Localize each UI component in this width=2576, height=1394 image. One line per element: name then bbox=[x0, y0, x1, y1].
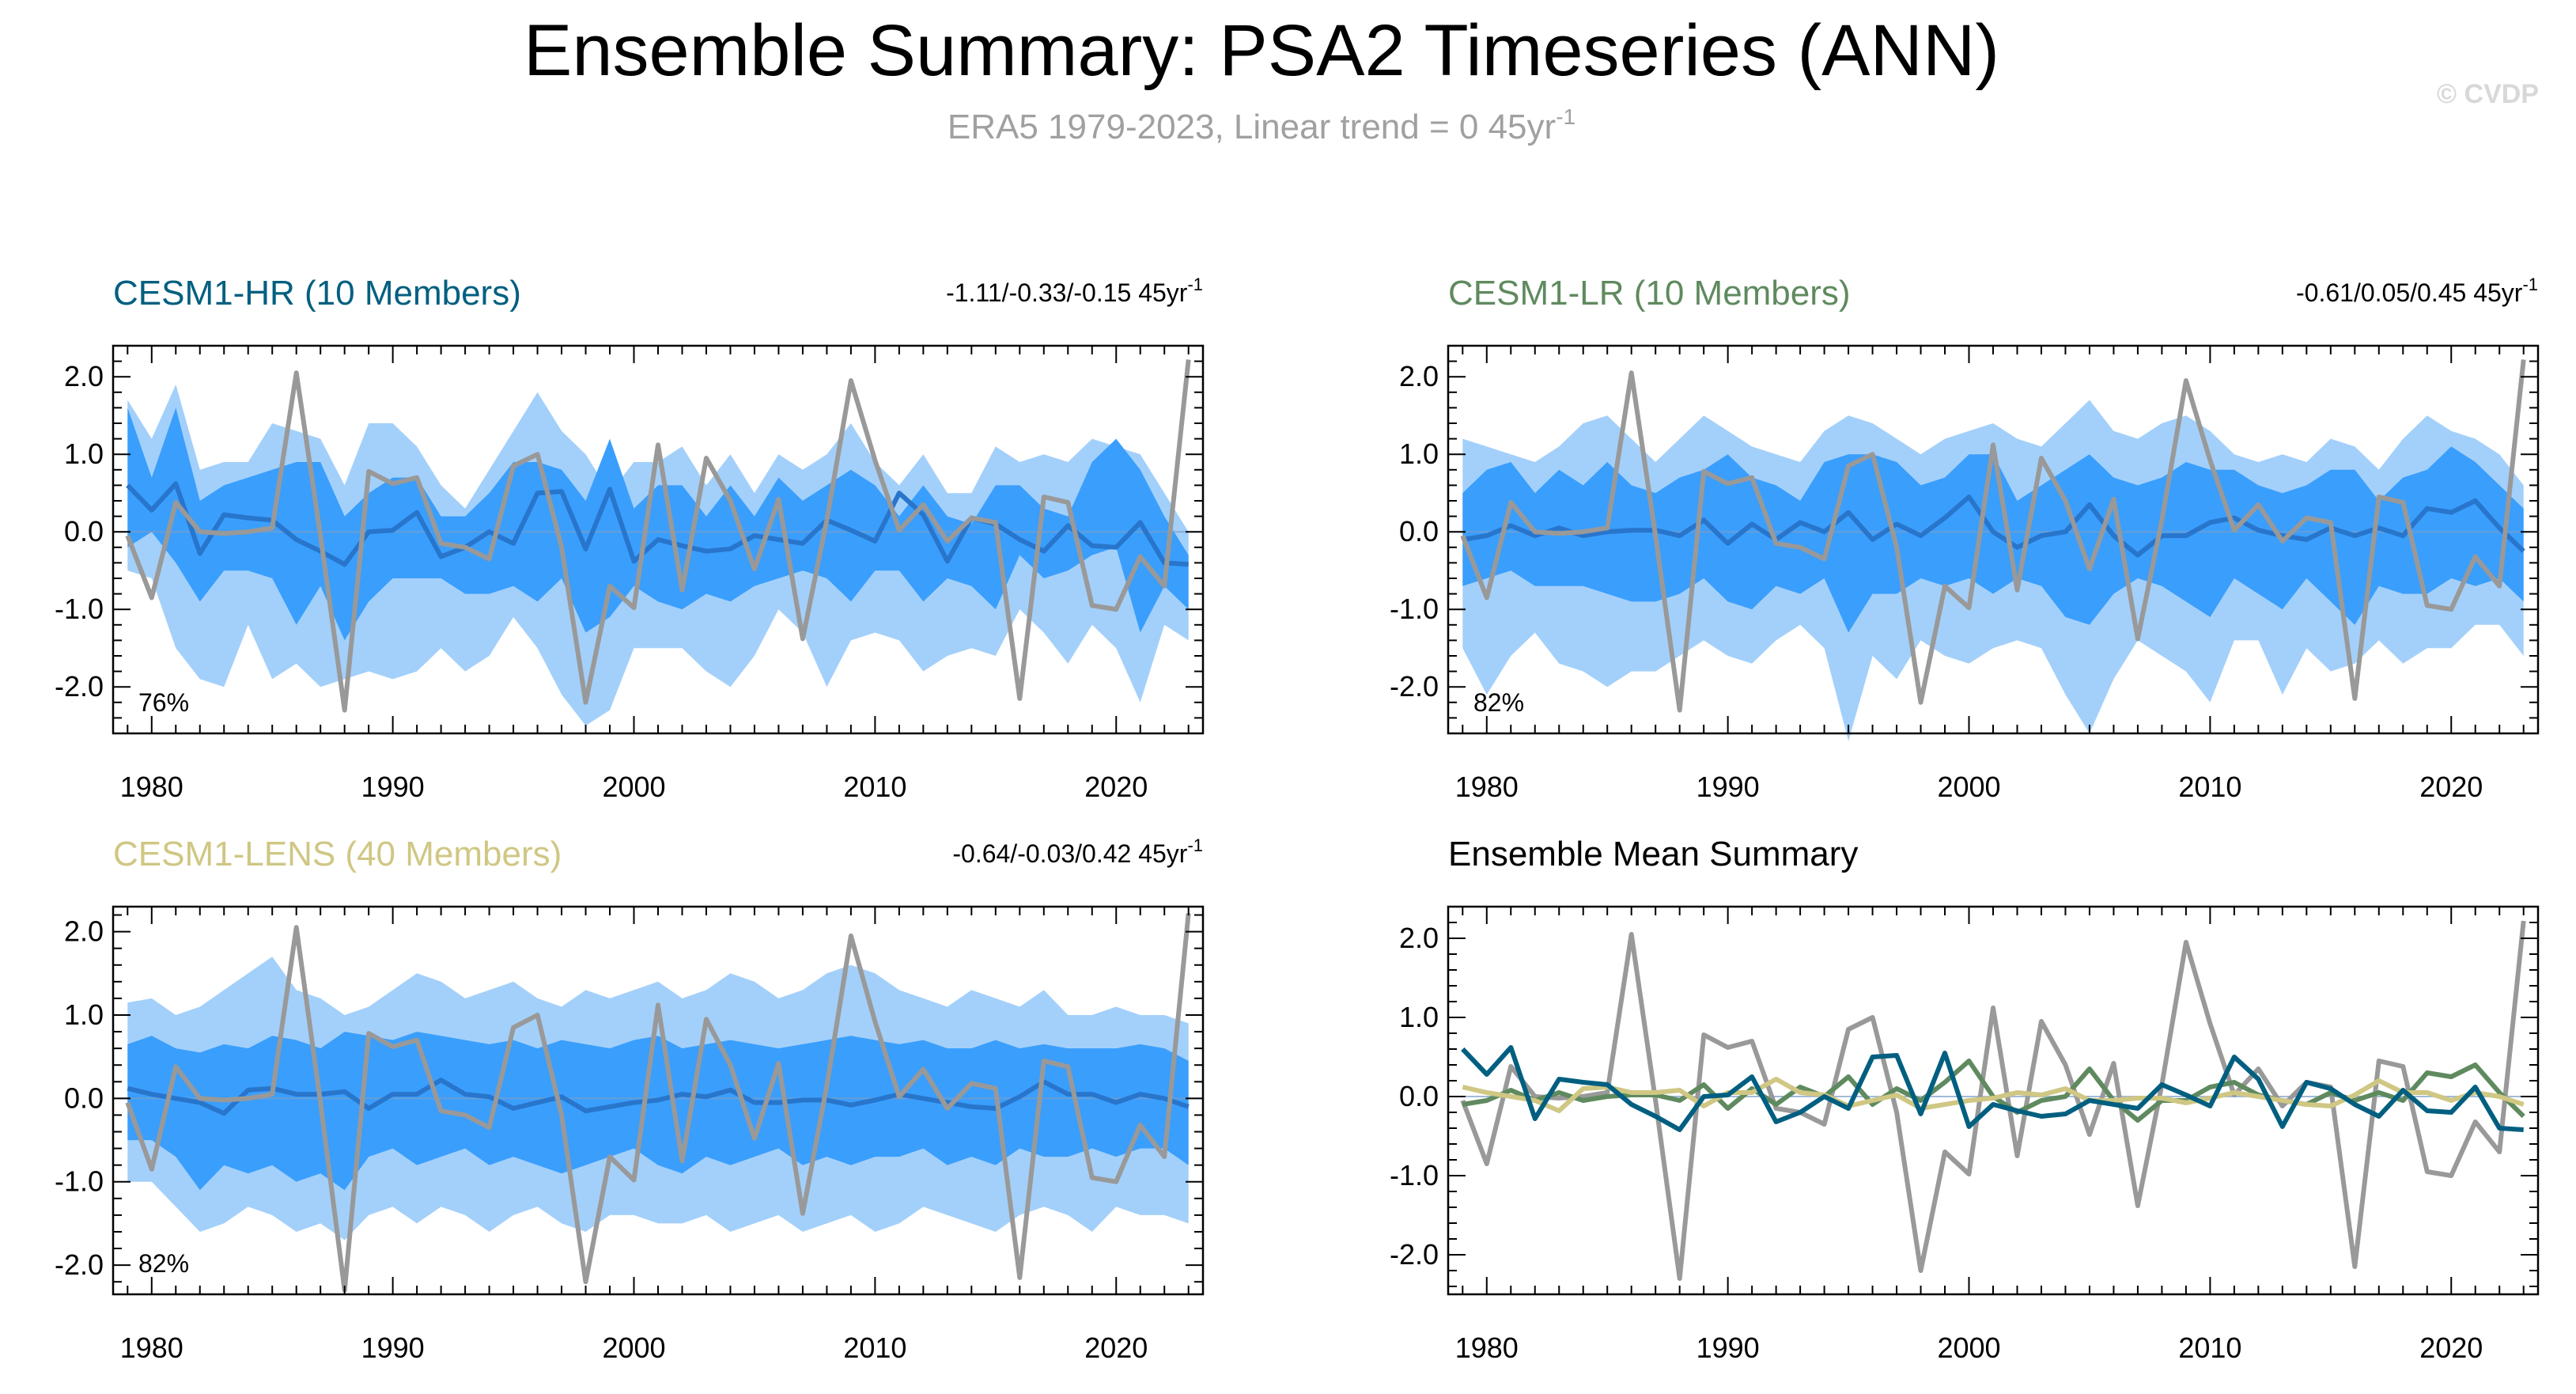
x-tick-label: 2020 bbox=[2419, 771, 2483, 803]
y-tick-label: 1.0 bbox=[1399, 438, 1439, 470]
trend-text: -0.64/-0.03/0.42 45yr bbox=[952, 839, 1187, 868]
trend-label: -0.64/-0.03/0.42 45yr-1 bbox=[952, 835, 1203, 868]
panel-title: Ensemble Mean Summary bbox=[1448, 835, 1858, 873]
chart-panel-3: CESM1-LENS (40 Members) -0.64/-0.03/0.42 … bbox=[55, 835, 1205, 1364]
ensemble-mean-line bbox=[1462, 494, 2525, 558]
spread-band-inner bbox=[127, 407, 1189, 641]
figure-subtitle: ERA5 1979-2023, Linear trend = 0 45yr-1 bbox=[948, 104, 1575, 146]
y-tick-label: 0.0 bbox=[64, 1081, 104, 1114]
y-tick-label: -2.0 bbox=[1390, 1238, 1439, 1271]
x-tick-label: 2000 bbox=[1937, 1331, 2000, 1364]
x-tick-label: 1980 bbox=[120, 1331, 183, 1364]
subtitle-superscript: -1 bbox=[1556, 104, 1575, 129]
y-tick-label: 0.0 bbox=[1399, 515, 1439, 547]
trend-label: -0.61/0.05/0.45 45yr-1 bbox=[2296, 275, 2538, 307]
x-tick-label: 1980 bbox=[1455, 1331, 1519, 1364]
y-tick-label: -2.0 bbox=[1390, 670, 1439, 703]
panel-title: CESM1-HR (10 Members) bbox=[113, 274, 521, 313]
trend-superscript: -1 bbox=[1187, 275, 1203, 294]
panel-title: CESM1-LENS (40 Members) bbox=[113, 835, 562, 873]
trend-superscript: -1 bbox=[2522, 275, 2538, 294]
panel-title: CESM1-LR (10 Members) bbox=[1448, 274, 1851, 313]
x-tick-label: 2010 bbox=[2178, 771, 2241, 803]
percent-label: 76% bbox=[138, 688, 189, 717]
trend-label: -1.11/-0.33/-0.15 45yr-1 bbox=[946, 275, 1203, 307]
x-tick-label: 2000 bbox=[1937, 771, 2000, 803]
percent-label: 82% bbox=[1473, 688, 1524, 717]
y-tick-label: 0.0 bbox=[64, 515, 104, 547]
x-tick-label: 1990 bbox=[1697, 771, 1760, 803]
observed-line bbox=[125, 913, 1191, 1293]
figure-title: Ensemble Summary: PSA2 Timeseries (ANN) bbox=[524, 10, 1999, 91]
x-tick-label: 1990 bbox=[1697, 1331, 1760, 1364]
chart-panel-4: Ensemble Mean Summary -2.0 -1.0 0.0 1.0 2.0 19… bbox=[1390, 835, 2540, 1364]
x-tick-label: 1980 bbox=[1455, 771, 1519, 803]
y-tick-label: 2.0 bbox=[64, 360, 104, 392]
trend-superscript: -1 bbox=[1187, 835, 1203, 855]
ensemble-mean-line bbox=[126, 481, 1189, 567]
y-tick-label: 2.0 bbox=[64, 915, 104, 948]
observed-line bbox=[1460, 359, 2526, 713]
trend-text: -1.11/-0.33/-0.15 45yr bbox=[946, 278, 1188, 307]
y-tick-label: 1.0 bbox=[64, 438, 104, 470]
x-tick-label: 1980 bbox=[120, 771, 183, 803]
spread-band-inner bbox=[1462, 446, 2524, 633]
y-tick-label: -1.0 bbox=[1390, 593, 1439, 625]
x-tick-label: 2010 bbox=[2178, 1331, 2241, 1364]
y-tick-label: -1.0 bbox=[55, 1165, 104, 1198]
x-tick-label: 2000 bbox=[602, 771, 665, 803]
percent-label: 82% bbox=[138, 1249, 189, 1278]
y-tick-label: 2.0 bbox=[1399, 360, 1439, 392]
chart-panel-1: CESM1-HR (10 Members) -1.11/-0.33/-0.15 4… bbox=[55, 274, 1205, 803]
y-tick-label: -2.0 bbox=[55, 1248, 104, 1281]
copyright-label: © CVDP bbox=[2437, 79, 2539, 109]
subtitle-text: ERA5 1979-2023, Linear trend = 0 45yr bbox=[948, 108, 1556, 146]
series-line-cesm1-hr bbox=[1461, 1045, 2524, 1132]
y-tick-label: 2.0 bbox=[1399, 922, 1439, 954]
ensemble-mean-line bbox=[127, 1078, 1190, 1116]
x-tick-label: 1990 bbox=[361, 771, 425, 803]
x-tick-label: 2020 bbox=[1084, 1331, 1148, 1364]
series-line-observed bbox=[1460, 920, 2526, 1281]
observed-line bbox=[125, 359, 1191, 713]
x-tick-label: 2010 bbox=[843, 1331, 906, 1364]
y-tick-label: -1.0 bbox=[55, 593, 104, 625]
y-tick-label: 1.0 bbox=[1399, 1001, 1439, 1033]
y-tick-label: 1.0 bbox=[64, 998, 104, 1031]
trend-text: -0.61/0.05/0.45 45yr bbox=[2296, 278, 2523, 307]
y-tick-label: -2.0 bbox=[55, 670, 104, 703]
x-tick-label: 2010 bbox=[843, 771, 906, 803]
x-tick-label: 2020 bbox=[2419, 1331, 2483, 1364]
x-tick-label: 1990 bbox=[361, 1331, 425, 1364]
x-tick-label: 2020 bbox=[1084, 771, 1148, 803]
y-tick-label: -1.0 bbox=[1390, 1159, 1439, 1191]
y-tick-label: 0.0 bbox=[1399, 1080, 1439, 1112]
x-tick-label: 2000 bbox=[602, 1331, 665, 1364]
chart-panel-2: CESM1-LR (10 Members) -0.61/0.05/0.45 45y… bbox=[1390, 274, 2540, 803]
